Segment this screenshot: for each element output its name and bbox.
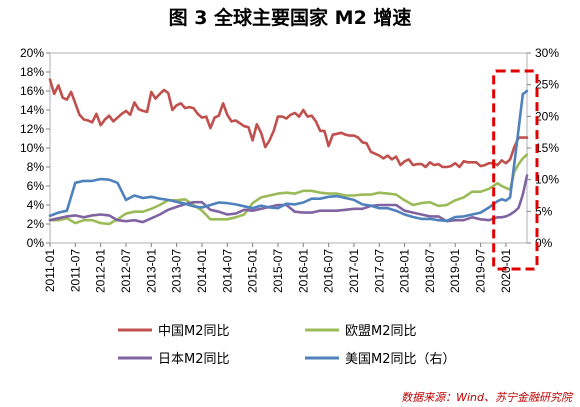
legend-label-1: 中国M2同比 [158, 324, 230, 339]
y-left-tick-label: 4% [27, 198, 45, 212]
y-right-tick-label: 0% [535, 236, 553, 250]
y-right-tick-label: 10% [535, 173, 559, 187]
legend-label-4: 美国M2同比（右） [345, 352, 456, 367]
y-right-tick-label: 15% [535, 141, 559, 155]
y-left-tick-label: 18% [20, 65, 44, 79]
y-left-tick-label: 12% [20, 122, 44, 136]
x-tick-label: 2014-01 [195, 249, 209, 293]
x-tick-label: 2017-07 [372, 249, 386, 293]
x-tick-label: 2015-01 [246, 249, 260, 293]
y-right-tick-label: 5% [535, 204, 553, 218]
y-left-tick-label: 6% [27, 179, 45, 193]
x-tick-label: 2013-07 [170, 249, 184, 293]
x-tick-label: 2013-01 [144, 249, 158, 293]
x-tick-label: 2018-07 [423, 249, 437, 293]
x-tick-label: 2020-01 [499, 249, 513, 293]
highlight-box [492, 69, 539, 271]
x-tick-label: 2012-01 [94, 249, 108, 293]
y-left-tick-label: 2% [27, 217, 45, 231]
y-left-tick-label: 14% [20, 103, 44, 117]
series-line-4 [48, 89, 529, 223]
chart-title: 图 3 全球主要国家 M2 增速 [169, 6, 412, 29]
x-tick-label: 2011-07 [68, 249, 82, 292]
y-left-tick-label: 8% [27, 160, 45, 174]
x-tick-label: 2017-01 [347, 249, 361, 293]
legend-label-3: 日本M2同比 [158, 352, 230, 367]
x-tick-label: 2012-07 [119, 249, 133, 293]
y-left-tick-label: 16% [20, 84, 44, 98]
x-tick-label: 2019-01 [448, 249, 462, 293]
series-line-3 [48, 174, 529, 224]
y-right-tick-label: 20% [535, 109, 559, 123]
y-right-tick-label: 30% [535, 46, 559, 60]
x-tick-label: 2016-01 [296, 249, 310, 293]
x-tick-label: 2016-07 [322, 249, 336, 293]
plot-frame [49, 52, 528, 244]
y-left-tick-label: 20% [20, 46, 44, 60]
x-tick-label: 2019-07 [474, 249, 488, 293]
series-line-2 [48, 153, 529, 226]
series-line-1 [48, 78, 529, 169]
legend-label-2: 欧盟M2同比 [345, 324, 417, 339]
x-tick-label: 2014-07 [220, 249, 234, 293]
x-tick-label: 2011-01 [43, 249, 57, 292]
y-left-tick-label: 10% [20, 141, 44, 155]
y-right-tick-label: 25% [535, 78, 559, 92]
chart-plot-area [48, 78, 529, 226]
y-left-tick-label: 0% [27, 236, 45, 250]
x-tick-label: 2018-01 [398, 249, 412, 293]
chart-axes: 0% 2% 4% 6% 8% 10% 12% 14% 16% 18% 20% 0% 5% 10% 15% 20… [20, 46, 559, 293]
x-tick-label: 2015-07 [271, 249, 285, 293]
source-note: 数据来源：Wind、苏宁金融研究院 [401, 391, 574, 404]
